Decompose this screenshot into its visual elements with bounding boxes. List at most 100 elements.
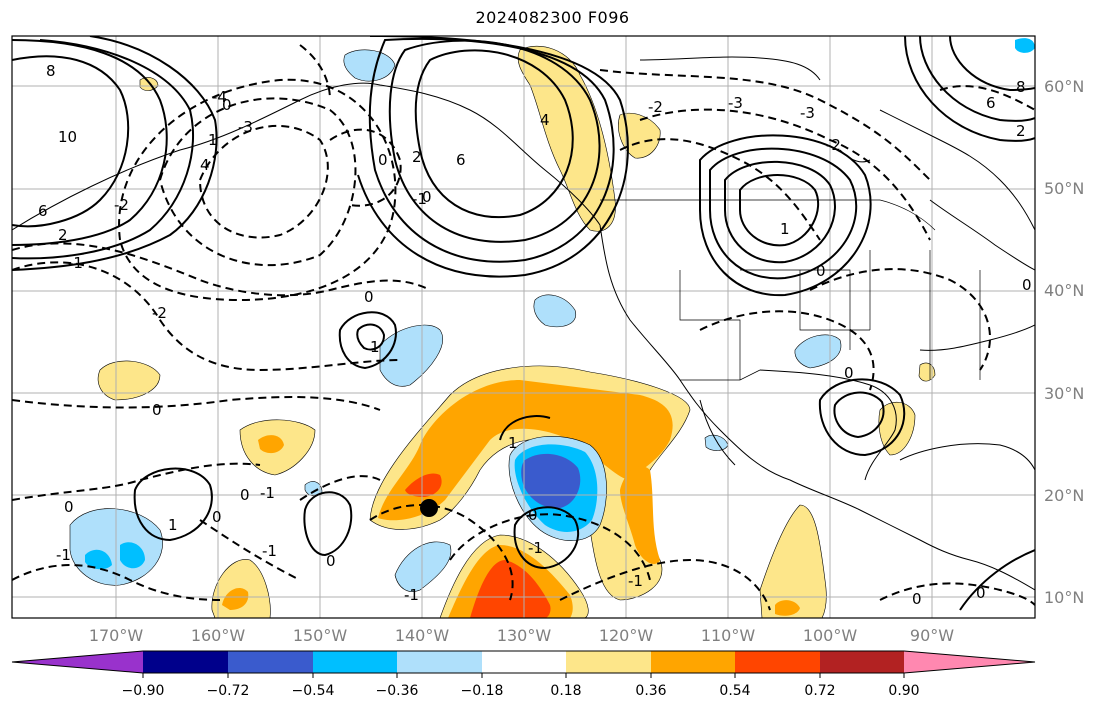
contour-label: 1 — [168, 516, 178, 534]
contour-label: 2 — [1016, 122, 1026, 140]
pos-patch-1 — [97, 360, 161, 401]
pos-anomaly-red — [405, 473, 442, 497]
map-frame — [11, 35, 1036, 619]
pos-anomaly-orange-b — [620, 466, 660, 565]
colorbar — [11, 650, 1036, 678]
lat-label-40n: 40°N — [1044, 281, 1085, 300]
colorbar-tick-label: −0.72 — [206, 683, 250, 699]
colorbar-bin — [651, 651, 735, 673]
pos-patch-6 — [759, 504, 827, 618]
contour-label: 6 — [38, 202, 48, 220]
colorbar-tick-label: 0.18 — [550, 683, 582, 699]
contour-label: -1 — [404, 586, 419, 604]
contour-label: 0 — [976, 584, 986, 602]
contour-label: 1 — [508, 434, 518, 452]
pos-anomaly-orange — [378, 380, 673, 521]
colorbar-tick-label: 0.72 — [804, 683, 836, 699]
colorbar-extend-low — [12, 651, 143, 673]
solid-contours — [12, 36, 1035, 611]
neg-patch-5 — [794, 334, 842, 369]
contour-label: 0 — [422, 188, 432, 206]
colorbar-bin — [143, 651, 228, 673]
contour-label: 0 — [212, 508, 222, 526]
contour-label: -2 — [114, 196, 129, 214]
colorbar-tick-label: −0.18 — [460, 683, 504, 699]
neg-patch-3-mid-b — [120, 542, 145, 569]
contour-label: 0 — [152, 401, 162, 419]
lon-label-160w: 160°W — [190, 626, 246, 645]
contour-label: 10 — [58, 128, 77, 146]
neg-patch-2 — [533, 294, 577, 328]
contour-label: -3 — [238, 118, 253, 136]
lon-label-110w: 110°W — [700, 626, 756, 645]
colorbar-bin — [820, 651, 904, 673]
contour-label: -1 — [260, 484, 275, 502]
contour-label: -2 — [152, 304, 167, 322]
contour-label: -2 — [826, 136, 841, 154]
contour-label: -4 — [212, 88, 227, 106]
contour-label: 0 — [64, 498, 74, 516]
contour-label: 0 — [364, 288, 374, 306]
lon-label-150w: 150°W — [292, 626, 348, 645]
contour-label: 6 — [986, 94, 996, 112]
contour-label: 4 — [200, 156, 210, 174]
colorbar-tick-label: −0.36 — [375, 683, 419, 699]
contour-label: -3 — [728, 94, 743, 112]
lat-label-60n: 60°N — [1044, 77, 1085, 96]
lon-label-120w: 120°W — [598, 626, 654, 645]
pos-patch-2-orange — [258, 435, 284, 454]
contour-label: -1 — [412, 190, 427, 208]
contour-label: 0 — [326, 552, 336, 570]
pos-anomaly-south-red — [470, 560, 551, 618]
contour-label: 0 — [528, 506, 538, 524]
neg-patch-3-mid — [85, 549, 112, 570]
colorbar-bin — [482, 651, 566, 673]
lat-label-50n: 50°N — [1044, 179, 1085, 198]
contour-label: 1 — [370, 338, 380, 356]
colorbar-tick-label: 0.54 — [719, 683, 751, 699]
contour-label: 8 — [1016, 78, 1026, 96]
pos-patch-10 — [1015, 38, 1035, 53]
contour-label: -1 — [262, 542, 277, 560]
contour-label: 4 — [540, 111, 550, 129]
lat-label-10n: 10°N — [1044, 588, 1085, 607]
lon-label-170w: 170°W — [88, 626, 144, 645]
colorbar-bin — [566, 651, 651, 673]
colorbar-extend-high — [904, 651, 1035, 673]
colorbar-tick-label: −0.54 — [291, 683, 335, 699]
contour-label: 1 — [208, 131, 218, 149]
pos-patch-8 — [918, 362, 936, 382]
lon-label-100w: 100°W — [802, 626, 858, 645]
contour-label: 2 — [58, 226, 68, 244]
colorbar-bin — [735, 651, 820, 673]
contour-label: 6 — [456, 151, 466, 169]
contour-label: 0 — [222, 96, 232, 114]
contour-label: -1 — [68, 254, 83, 272]
contour-label: 8 — [46, 62, 56, 80]
contour-label: -1 — [628, 572, 643, 590]
pos-patch-6-orange — [775, 600, 800, 616]
contour-label: -1 — [56, 546, 71, 564]
storm-center-marker — [420, 499, 438, 517]
coastlines — [12, 56, 1035, 591]
contour-labels: 8 10 6 4 2 0 -1 -2 -3 -4 1 -2 0 6 4 2 0 … — [38, 62, 1032, 608]
dashed-contours — [12, 44, 1035, 611]
lon-label-140w: 140°W — [394, 626, 450, 645]
colorbar-tick-label: 0.90 — [888, 683, 920, 699]
lon-label-130w: 130°W — [496, 626, 552, 645]
contour-label: -1 — [528, 539, 543, 557]
lon-label-90w: 90°W — [909, 626, 955, 645]
lat-label-20n: 20°N — [1044, 486, 1085, 505]
contour-label: 0 — [816, 262, 826, 280]
neg-patch-6 — [343, 49, 396, 82]
graticule — [12, 36, 1035, 618]
colorbar-bin — [313, 651, 397, 673]
contour-label: 0 — [1022, 276, 1032, 294]
contour-label: -2 — [648, 98, 663, 116]
neg-patch-4 — [394, 541, 452, 592]
colorbar-tick-label: −0.90 — [121, 683, 165, 699]
lat-label-30n: 30°N — [1044, 384, 1085, 403]
contour-label: -3 — [800, 104, 815, 122]
contour-label: 2 — [412, 148, 422, 166]
